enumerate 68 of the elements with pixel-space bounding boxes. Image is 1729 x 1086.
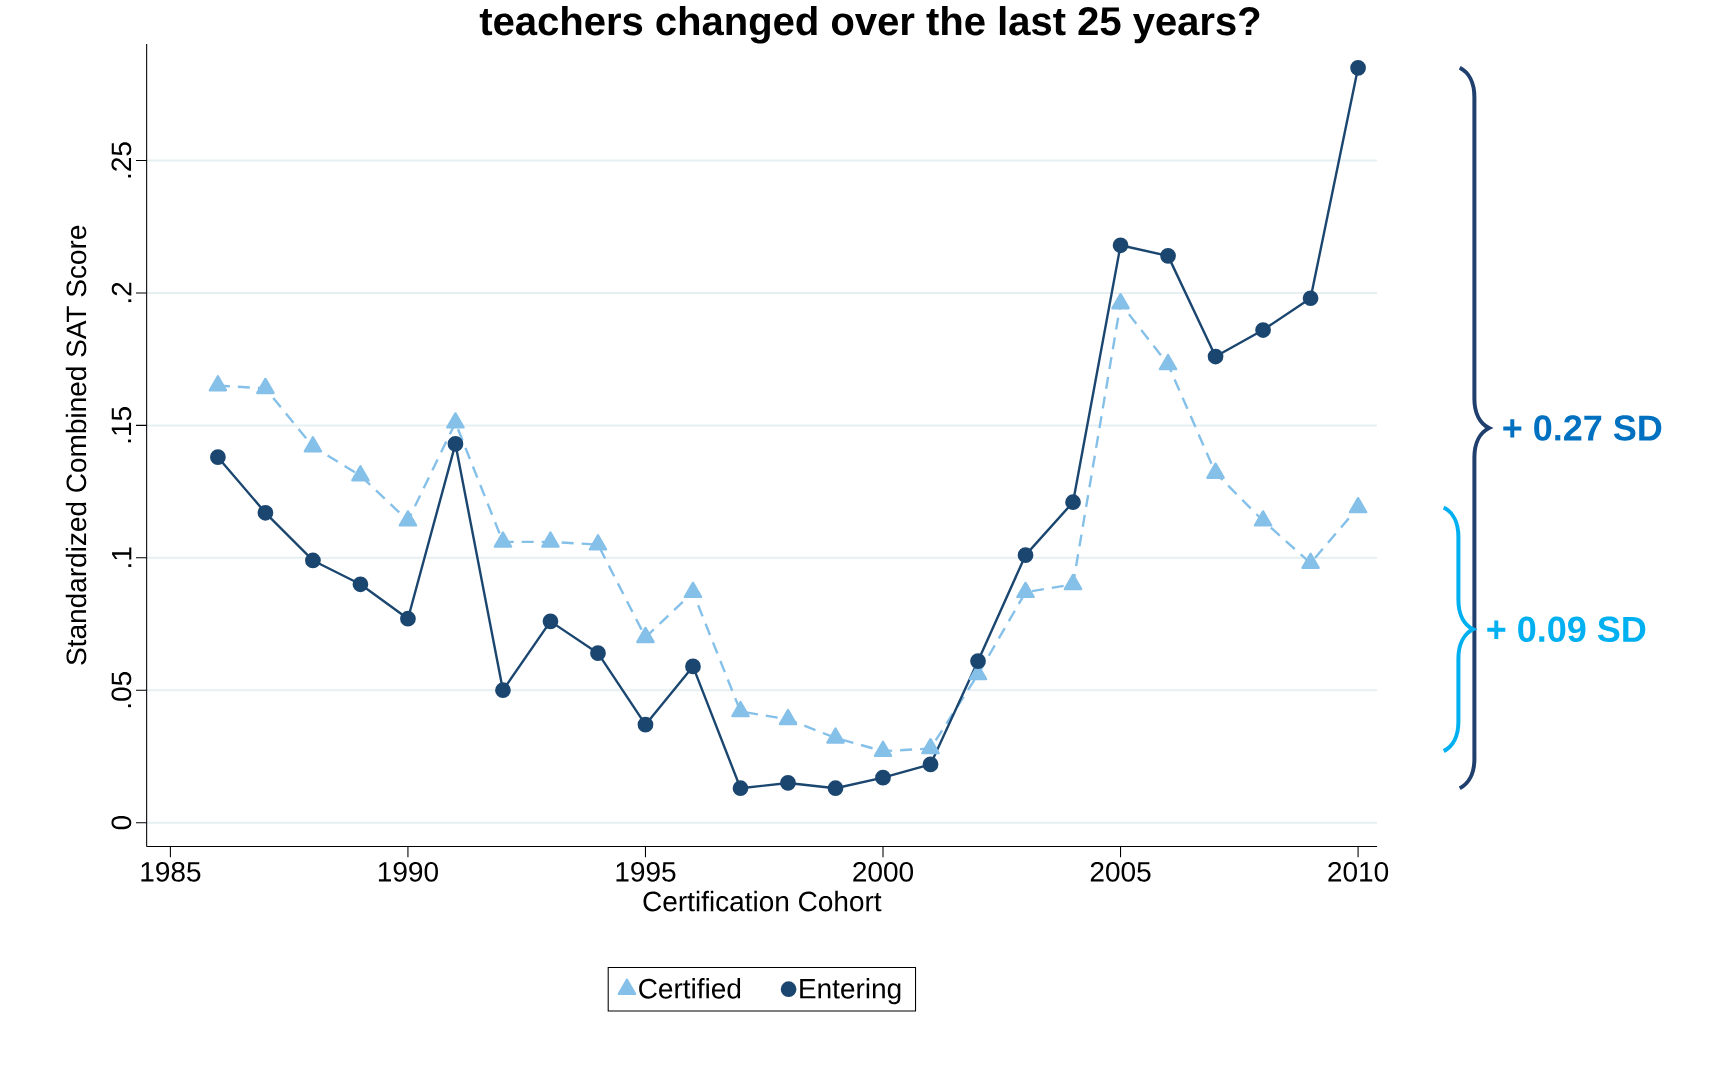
point — [351, 464, 370, 482]
point — [1016, 581, 1035, 598]
text: + 0.27 SD — [1503, 415, 1662, 441]
legend-label: Entering — [800, 977, 901, 1004]
point — [208, 374, 228, 392]
point — [922, 756, 939, 773]
point — [1206, 462, 1225, 479]
y-tick-label: 0 — [111, 815, 132, 830]
point — [590, 645, 606, 661]
x-axis-title: Certification Cohort — [643, 890, 882, 912]
text: + 0.09 SD — [1487, 616, 1646, 642]
point — [400, 610, 416, 627]
point — [1111, 292, 1130, 310]
y-tick-label: .25 — [111, 142, 132, 178]
point — [542, 613, 559, 630]
point — [588, 533, 608, 551]
point — [1112, 237, 1129, 253]
point — [1065, 494, 1081, 510]
point — [637, 716, 654, 733]
x-tick-label: 2005 — [1090, 861, 1151, 882]
point — [1207, 348, 1224, 365]
legend-label: Certified — [639, 977, 741, 999]
point — [731, 700, 750, 718]
point — [495, 682, 511, 698]
point — [1302, 290, 1319, 306]
point — [1301, 552, 1320, 569]
x-tick-label: 1990 — [378, 861, 438, 882]
point — [873, 740, 893, 757]
point — [303, 435, 323, 453]
point — [778, 708, 798, 726]
y-tick-label: .05 — [111, 671, 132, 707]
y-tick-label: .2 — [111, 282, 132, 302]
x-tick-label: 1985 — [141, 861, 201, 882]
point — [1348, 496, 1368, 514]
point — [352, 576, 369, 592]
point — [636, 626, 655, 643]
point — [210, 449, 226, 465]
point — [732, 780, 749, 796]
point — [305, 552, 321, 569]
chart-title: teachers changed over the last 25 years? — [479, 5, 1260, 44]
point — [683, 581, 703, 598]
point — [257, 504, 274, 521]
point — [446, 411, 465, 429]
y-axis-title: Standardized Combined SAT Score — [65, 225, 87, 665]
point — [875, 769, 891, 786]
point — [1017, 547, 1034, 563]
point — [921, 737, 940, 755]
x-tick-label: 1995 — [616, 861, 676, 882]
y-tick-label: .15 — [111, 406, 132, 443]
point — [1063, 573, 1083, 590]
point — [826, 727, 845, 744]
point — [256, 377, 275, 394]
point — [447, 435, 464, 452]
point — [827, 780, 844, 796]
point — [685, 658, 701, 675]
point — [970, 653, 986, 669]
point — [493, 531, 513, 548]
x-tick-label: 2010 — [1328, 861, 1389, 882]
point — [1255, 321, 1271, 338]
point — [1158, 353, 1178, 371]
point — [541, 531, 560, 548]
point — [1253, 509, 1273, 527]
point — [1160, 247, 1176, 264]
point — [398, 509, 418, 527]
point — [1350, 59, 1366, 76]
point — [780, 774, 796, 791]
y-tick-label: .1 — [112, 547, 132, 567]
x-tick-label: 2000 — [853, 861, 914, 882]
